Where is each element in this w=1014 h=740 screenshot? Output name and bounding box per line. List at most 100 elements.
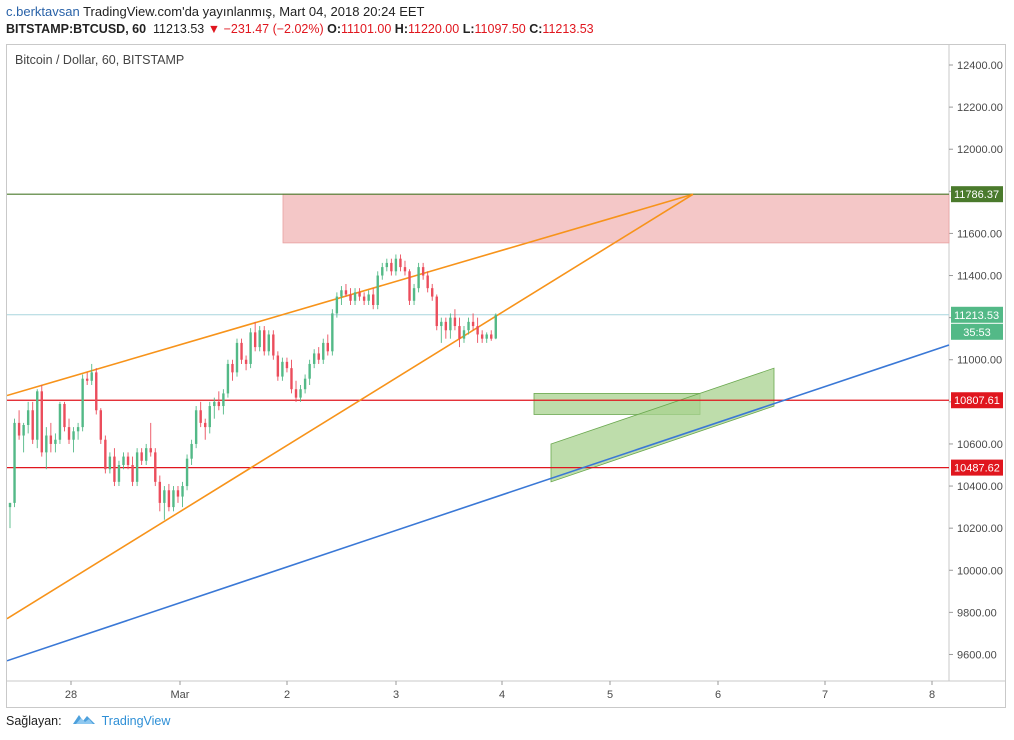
candle-body (431, 288, 434, 297)
candle-body (294, 389, 298, 398)
candle-body (285, 361, 289, 369)
candle-body (235, 342, 239, 373)
candle-body (145, 448, 148, 461)
candle-body (231, 363, 234, 373)
published-text: TradingView.com'da yayınlanmış, Mart 04,… (83, 4, 425, 19)
published-line: c.berktavsan TradingView.com'da yayınlan… (6, 4, 424, 19)
candle-body (494, 314, 497, 339)
candle-body (240, 342, 243, 360)
candle-body (458, 326, 461, 339)
candle-body (122, 456, 125, 465)
green-channel-zone (550, 367, 775, 483)
candle-body (154, 452, 157, 482)
candle-body (349, 294, 352, 301)
x-tick-label: 7 (822, 689, 828, 701)
candle-body (126, 456, 130, 465)
candle-body (317, 353, 320, 360)
candle-body (376, 275, 379, 305)
low-value: 11097.50 (474, 22, 526, 36)
candle-body (267, 334, 270, 352)
high-value: 11220.00 (408, 22, 460, 36)
chart-frame[interactable]: Bitcoin / Dollar, 60, BITSTAMP 12400.00 12… (6, 44, 1006, 708)
candle-body (399, 258, 402, 268)
level-badge (951, 392, 1003, 409)
candle-body (99, 410, 102, 440)
candle-body (453, 317, 457, 327)
author-link[interactable]: c.berktavsan (6, 4, 80, 19)
candle-body (213, 401, 216, 407)
candle-body (226, 363, 230, 394)
candle-body (299, 389, 302, 398)
candle-body (417, 267, 420, 289)
candle-body (31, 410, 34, 440)
candle-body (331, 313, 334, 352)
high-label: H: (394, 22, 408, 36)
candle-body (335, 296, 339, 314)
candle-body (117, 465, 121, 482)
lower-wedge-line (7, 193, 694, 620)
x-tick-label: 4 (499, 689, 505, 701)
x-tick-label: Mar (171, 689, 190, 701)
level-badge (951, 459, 1003, 476)
x-tick-label: 8 (929, 689, 935, 701)
candle-body (67, 427, 71, 440)
candle-body (312, 353, 316, 364)
candle-body (104, 439, 107, 470)
candle-body (485, 334, 488, 339)
candle-body (158, 481, 162, 503)
last-price-label: 11213.53 (954, 310, 999, 322)
candle-body (244, 359, 248, 364)
x-tick-label: 2 (284, 689, 290, 701)
y-tick-label: 10200.00 (957, 523, 1003, 535)
candle-body (13, 422, 16, 503)
y-tick-label: 9800.00 (957, 607, 997, 619)
x-tick-label: 6 (715, 689, 721, 701)
x-tick-label: 28 (65, 689, 77, 701)
candle-body (49, 435, 53, 444)
tradingview-logo-icon[interactable] (72, 712, 96, 729)
candle-body (253, 332, 257, 348)
candle-body (190, 443, 193, 459)
candle-body (135, 452, 139, 482)
candle-body (362, 296, 366, 301)
chart-header: c.berktavsan TradingView.com'da yayınlan… (0, 0, 1014, 40)
candle-body (63, 403, 66, 428)
candle-body (476, 326, 479, 335)
tradingview-link[interactable]: TradingView (101, 713, 171, 728)
y-tick-label: 10400.00 (957, 481, 1003, 493)
candle-body (76, 427, 80, 432)
open-value: 11101.00 (341, 22, 392, 36)
candle-body (449, 317, 452, 331)
y-tick-label: 11000.00 (957, 355, 1002, 367)
candle-body (26, 410, 30, 425)
candle-body (258, 330, 261, 348)
candle-body (163, 490, 166, 503)
candle-body (194, 410, 198, 444)
candle-body (222, 393, 225, 407)
candle-body (372, 294, 375, 305)
candle-body (471, 321, 475, 327)
candle-body (181, 486, 184, 497)
last-price-badge (951, 306, 1003, 323)
candle-body (385, 262, 389, 268)
resistance-zone (282, 193, 950, 244)
symbol-label: BITSTAMP:BTCUSD, 60 (6, 22, 147, 36)
price-chart[interactable]: Bitcoin / Dollar, 60, BITSTAMP 12400.00 12… (7, 45, 1005, 707)
candle-body (480, 334, 484, 339)
candle-body (462, 330, 466, 339)
candle-body (217, 401, 221, 407)
y-tick-label: 9600.00 (957, 649, 997, 661)
candle-body (90, 372, 93, 381)
candle-body (199, 410, 202, 423)
chart-title: Bitcoin / Dollar, 60, BITSTAMP (15, 53, 184, 67)
x-tick-label: 5 (607, 689, 613, 701)
candle-body (95, 372, 98, 411)
level-badge (951, 186, 1003, 203)
candle-body (390, 262, 393, 272)
candle-body (54, 439, 57, 444)
open-label: O: (327, 22, 342, 36)
candle-body (149, 448, 152, 453)
candle-body (412, 288, 416, 301)
close-label: C: (529, 22, 543, 36)
candle-body (108, 456, 112, 470)
